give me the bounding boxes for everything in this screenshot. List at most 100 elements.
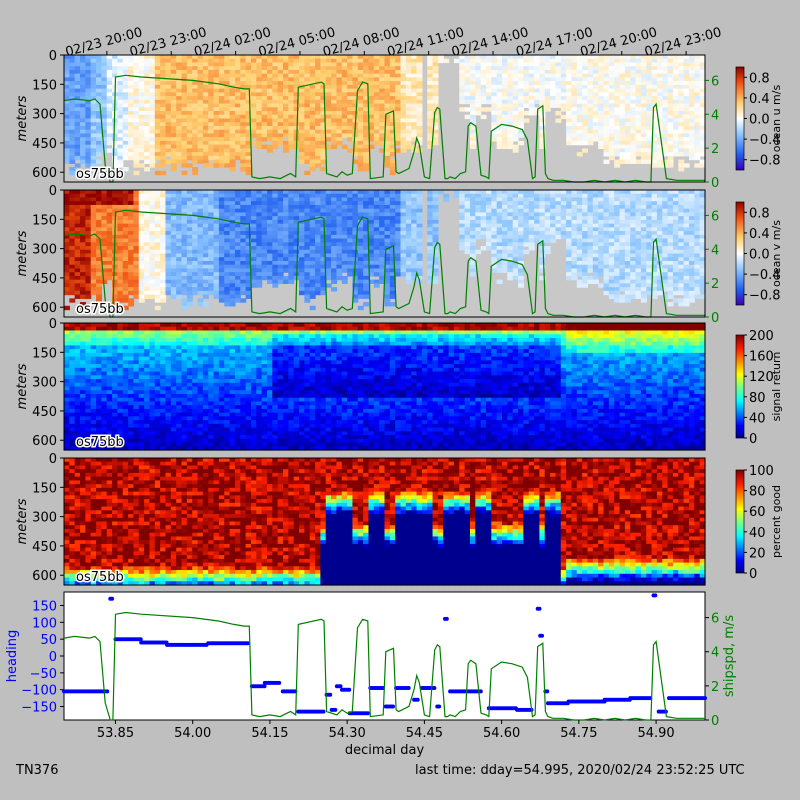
heatmap-cell xyxy=(416,140,423,146)
heatmap-cell xyxy=(389,260,396,266)
heatmap-cell xyxy=(74,55,81,60)
heatmap-cell xyxy=(240,257,247,262)
heatmap-cell xyxy=(405,238,412,243)
heatmap-cell xyxy=(485,62,492,67)
heatmap-cell xyxy=(181,96,188,101)
heatmap-cell xyxy=(331,223,338,228)
heatmap-cell xyxy=(432,129,439,135)
heatmap-cell xyxy=(283,103,289,108)
heatmap-cell xyxy=(315,159,321,164)
heatmap-cell xyxy=(266,197,273,202)
heatmap-cell xyxy=(277,107,284,112)
heatmap-cell xyxy=(181,219,188,225)
heatmap-cell xyxy=(85,107,92,112)
heatmap-cell xyxy=(395,107,402,112)
heatmap-cell xyxy=(85,129,92,135)
heatmap-cell xyxy=(320,272,327,277)
heatmap-cell xyxy=(64,159,70,164)
heatmap-cell xyxy=(112,272,119,277)
heatmap-cell xyxy=(138,96,145,101)
heatmap-cell xyxy=(122,77,129,82)
heatmap-cell xyxy=(165,140,172,146)
heatmap-cell xyxy=(667,107,674,112)
heatmap-cell xyxy=(427,144,434,149)
heatmap-cell xyxy=(309,99,316,105)
heatmap-cell xyxy=(85,159,92,164)
heatmap-cell xyxy=(341,88,348,93)
heatmap-cell xyxy=(272,103,279,108)
heatmap-cell xyxy=(245,238,252,243)
heatmap-cell xyxy=(250,275,257,281)
heatmap-cell xyxy=(181,103,188,108)
heatmap-cell xyxy=(74,208,81,214)
heatmap-cell xyxy=(64,204,70,210)
heatmap-cell xyxy=(347,99,354,105)
heatmap-cell xyxy=(69,234,76,240)
heatmap-cell xyxy=(186,155,193,161)
heatmap-cell xyxy=(309,96,316,101)
heatmap-cell xyxy=(373,204,380,210)
heatmap-cell xyxy=(512,125,519,131)
heatmap-cell xyxy=(566,133,573,138)
heatmap-cell xyxy=(699,96,706,101)
heatmap-cell xyxy=(683,73,690,79)
heatmap-cell xyxy=(213,234,220,240)
heatmap-cell xyxy=(128,148,135,153)
heatmap-cell xyxy=(352,216,359,221)
heatmap-cell xyxy=(149,264,156,270)
heatmap-cell xyxy=(149,227,156,232)
heatmap-cell xyxy=(363,133,370,138)
heatmap-cell xyxy=(389,294,396,299)
heatmap-cell xyxy=(694,81,701,86)
heatmap-cell xyxy=(614,107,621,112)
heatmap-cell xyxy=(160,84,167,90)
heatmap-cell xyxy=(405,253,412,258)
heatmap-cell xyxy=(582,99,589,105)
heatmap-cell xyxy=(646,88,653,93)
heatmap-cell xyxy=(411,208,418,214)
heatmap-cell xyxy=(427,58,434,64)
heatmap-cell xyxy=(74,92,81,97)
heatmap-cell xyxy=(576,125,583,131)
heatmap-cell xyxy=(112,69,119,75)
heatmap-cell xyxy=(283,234,289,240)
heatmap-cell xyxy=(646,159,653,164)
heatmap-cell xyxy=(598,62,605,67)
heatmap-cell xyxy=(635,96,642,101)
heatmap-cell xyxy=(133,201,140,206)
heatmap-cell xyxy=(154,279,161,284)
heatmap-cell xyxy=(299,118,305,123)
heatmap-cell xyxy=(133,125,140,131)
heatmap-cell xyxy=(395,204,402,210)
heatmap-cell xyxy=(80,88,86,93)
heatmap-cell xyxy=(213,133,220,138)
heatmap-cell xyxy=(64,77,70,82)
heatmap-cell xyxy=(352,144,359,149)
heatmap-cell xyxy=(229,283,236,288)
heatmap-cell xyxy=(266,246,273,251)
heatmap-cell xyxy=(69,193,76,199)
heatmap-cell xyxy=(507,58,514,64)
heatmap-cell xyxy=(304,103,311,108)
heatmap-cell xyxy=(128,231,135,236)
heatmap-cell xyxy=(667,92,674,97)
heatmap-cell xyxy=(379,84,386,90)
heatmap-cell xyxy=(347,272,354,277)
heatmap-cell xyxy=(64,212,70,217)
heatmap-cell xyxy=(432,81,439,86)
heatmap-cell xyxy=(112,155,119,161)
heatmap-cell xyxy=(106,190,113,195)
heatmap-cell xyxy=(485,55,492,60)
heatmap-cell xyxy=(389,92,396,97)
heatmap-cell xyxy=(646,55,653,60)
heatmap-cell xyxy=(288,238,295,243)
heatmap-cell xyxy=(112,133,119,138)
heatmap-cell xyxy=(373,260,380,266)
heatmap-cell xyxy=(512,84,519,90)
heatmap-cell xyxy=(283,118,289,123)
heatmap-cell xyxy=(395,231,402,236)
heatmap-cell xyxy=(208,62,215,67)
heatmap-cell xyxy=(523,96,530,101)
heatmap-cell xyxy=(69,140,76,146)
heatmap-cell xyxy=(309,167,316,172)
